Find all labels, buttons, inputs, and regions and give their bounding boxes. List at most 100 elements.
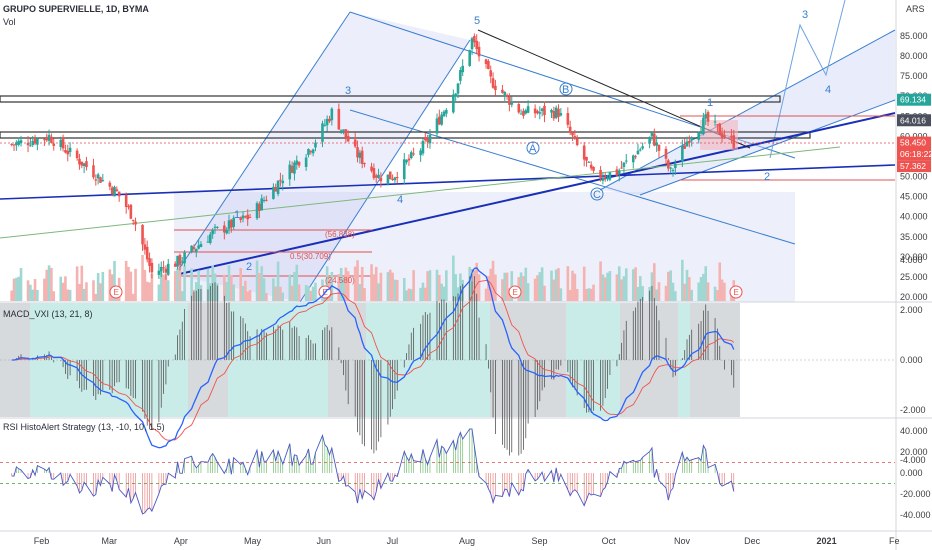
time-tick-label: Sep: [531, 536, 547, 546]
volume-bar: [197, 270, 200, 301]
candle-body: [599, 170, 602, 179]
candle-body: [440, 114, 443, 125]
macd-axis[interactable]: 4.000 2.000 0.000 -2.000 -4.000: [900, 255, 926, 465]
rsi-panel[interactable]: [0, 428, 895, 515]
candle-body: [688, 140, 691, 143]
forward-channel-upper[interactable]: [599, 29, 896, 191]
candle-body: [517, 103, 521, 113]
candle-body: [374, 175, 378, 178]
candle-body: [223, 225, 226, 233]
volume-bar: [718, 262, 722, 301]
volume-bar: [475, 262, 479, 301]
candle-body: [655, 142, 658, 146]
channel-line-b[interactable]: [299, 39, 471, 303]
candle-body: [568, 126, 572, 133]
candle-body: [110, 187, 114, 195]
candle-body: [258, 203, 261, 211]
wave-label-proj-3: 3: [802, 9, 808, 21]
volume-bar: [183, 265, 186, 301]
rsi-axis[interactable]: 40.000 20.000 0.000 -20.000 -40.000: [900, 426, 931, 520]
candle-body: [559, 113, 563, 116]
candle-body: [255, 203, 259, 219]
wave-label-a: A: [529, 143, 537, 155]
candlesticks[interactable]: [10, 33, 736, 280]
resistance-zone-mid[interactable]: [0, 131, 811, 139]
channel-line-a[interactable]: [174, 11, 351, 276]
time-tick-label: Fe: [889, 536, 900, 546]
volume-bar: [575, 288, 579, 301]
earnings-marker[interactable]: [729, 285, 743, 299]
price-tick-label: 35.000: [900, 232, 928, 242]
volume-bar: [342, 277, 345, 301]
candle-body: [290, 165, 294, 173]
projected-wave-path[interactable]: [769, 0, 846, 159]
volume-bar: [428, 270, 432, 301]
volume-bar: [522, 276, 525, 301]
volume-bar: [265, 293, 268, 301]
candle-body: [108, 182, 112, 187]
volume-bar: [288, 274, 292, 301]
price-tick-label: 60.000: [900, 131, 928, 141]
volume-bar: [538, 272, 542, 301]
earnings-marker-label: E: [114, 288, 119, 297]
candle-body: [484, 59, 488, 64]
volume-bar: [19, 268, 23, 301]
volume-bar: [248, 290, 252, 301]
volume-bar: [66, 289, 70, 301]
price-tag-bg: [897, 136, 931, 149]
candle-body: [339, 129, 343, 131]
volume-bar: [395, 279, 399, 301]
volume-bar: [491, 260, 495, 301]
wave-labels: 1 2 3 4 5 A B C 1 2 3 4: [234, 9, 831, 273]
resistance-zone-high[interactable]: [0, 95, 781, 103]
volume-bar: [276, 261, 280, 301]
candle-body: [101, 180, 105, 182]
volume-bar: [246, 291, 250, 301]
candle-body: [475, 40, 479, 50]
candle-body: [379, 177, 383, 182]
candle-body: [582, 145, 586, 160]
volume-bar: [36, 289, 39, 301]
candle-body: [699, 131, 703, 134]
price-tick-label: 50.000: [900, 172, 928, 182]
volume-bar: [536, 275, 539, 301]
volume-bar: [409, 289, 413, 301]
volume-bar: [601, 274, 605, 301]
volume-bar: [713, 286, 717, 301]
candle-body: [395, 177, 399, 179]
candle-body: [50, 136, 53, 143]
volume-bar: [683, 283, 686, 301]
volume-bar: [80, 265, 84, 301]
volume-bar: [690, 289, 693, 301]
candle-body: [601, 177, 605, 181]
candle-body: [96, 174, 100, 179]
price-tick-label: 20.000: [900, 292, 928, 302]
candle-body: [180, 261, 184, 263]
candle-body: [358, 152, 362, 158]
earnings-marker[interactable]: [508, 285, 522, 299]
candle-body: [557, 108, 560, 117]
trendline-green[interactable]: [0, 146, 841, 239]
rsi-tick-label: 0.000: [900, 468, 923, 478]
volume-bar: [113, 260, 116, 301]
candle-body: [342, 129, 345, 131]
earnings-marker[interactable]: [109, 285, 123, 299]
volume-bar: [603, 277, 607, 301]
time-axis[interactable]: Feb Mar Apr May Jun Jul Aug Sep Oct Nov Dec 2021 Fe: [34, 536, 900, 546]
chart-drawings[interactable]: [0, 0, 896, 303]
candle-body: [608, 172, 612, 180]
candle-body: [33, 138, 37, 144]
volume-bar: [393, 279, 397, 301]
macd-panel[interactable]: [0, 267, 895, 456]
candle-body: [157, 270, 161, 275]
candle-body: [192, 247, 196, 250]
forward-channel[interactable]: [600, 30, 895, 195]
candle-body: [94, 179, 98, 181]
volume-bar: [85, 282, 88, 301]
trendline-support[interactable]: [0, 164, 896, 200]
volume-bar: [78, 284, 81, 301]
candle-body: [162, 267, 165, 269]
candle-body: [281, 180, 285, 184]
trendline-rising[interactable]: [174, 112, 896, 276]
